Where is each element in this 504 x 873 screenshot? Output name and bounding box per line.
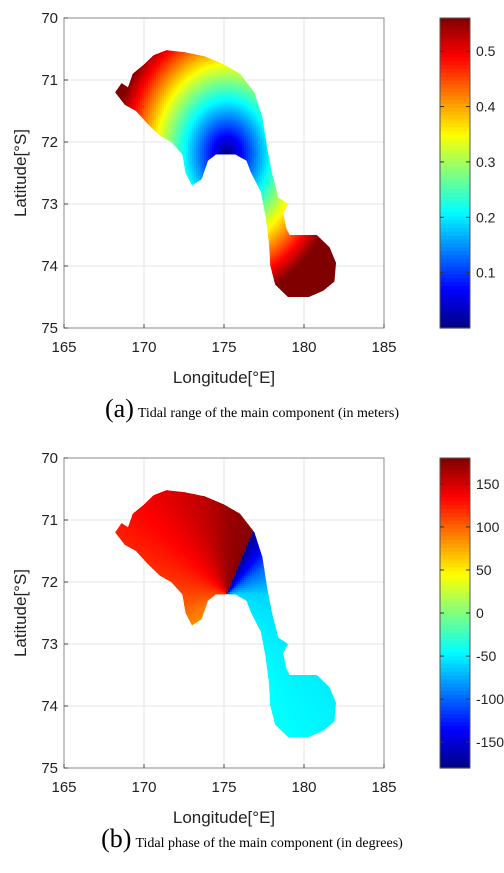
tidal-range-chart: 165170175180185707172737475Longitude[°E]… xyxy=(0,0,504,428)
panel-a: 165170175180185707172737475Longitude[°E]… xyxy=(0,0,504,428)
